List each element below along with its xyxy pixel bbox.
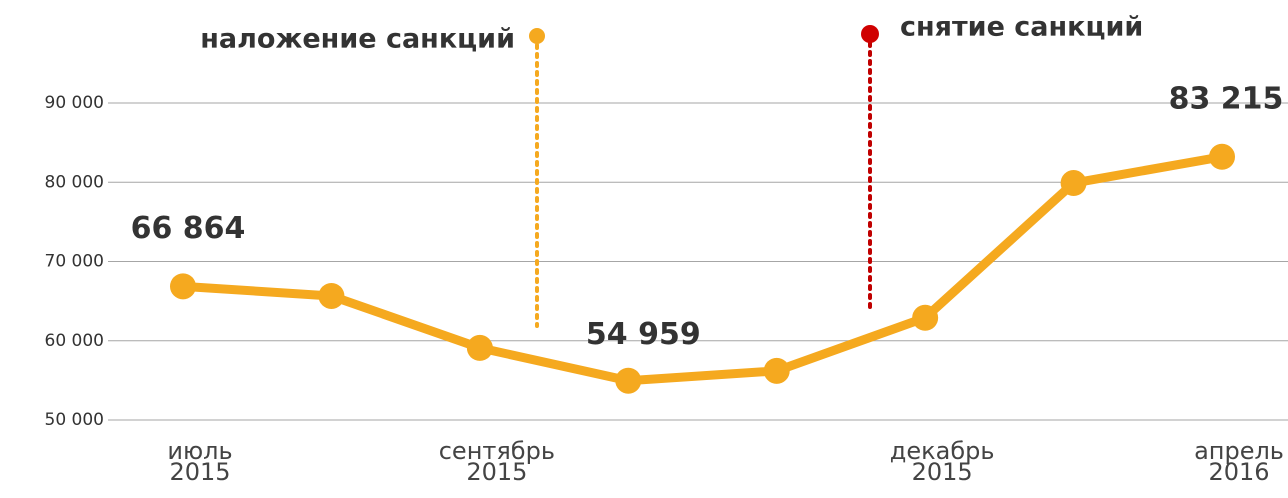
point [912, 305, 938, 331]
y-tick-label: 70 000 [45, 252, 104, 272]
annotation-text: наложение санкций [200, 24, 515, 55]
y-tick-label: 90 000 [45, 93, 104, 113]
annotation-dot [861, 25, 879, 43]
x-tick-label: 2015 [169, 458, 230, 486]
point [467, 335, 493, 361]
y-tick-label: 80 000 [45, 172, 104, 192]
page: наложение санкций снятие санкций 50 000 6… [0, 0, 1288, 498]
y-tick-label: 50 000 [45, 410, 104, 430]
x-tick-label: 2016 [1208, 458, 1269, 486]
value-label: 66 864 [131, 211, 246, 246]
value-label: 83 215 [1169, 81, 1284, 116]
y-tick-label: 60 000 [45, 331, 104, 351]
point [615, 368, 641, 394]
point [170, 273, 196, 299]
annotation-text: снятие санкций [900, 12, 1143, 43]
point [318, 283, 344, 309]
value-label: 54 959 [586, 317, 701, 352]
x-tick-label: 2015 [912, 458, 973, 486]
x-tick-label: 2015 [466, 458, 527, 486]
point [1061, 170, 1087, 196]
annotation-dot [529, 28, 545, 44]
chart: наложение санкций снятие санкций 50 000 6… [0, 0, 1288, 498]
point [764, 358, 790, 384]
point [1209, 144, 1235, 170]
